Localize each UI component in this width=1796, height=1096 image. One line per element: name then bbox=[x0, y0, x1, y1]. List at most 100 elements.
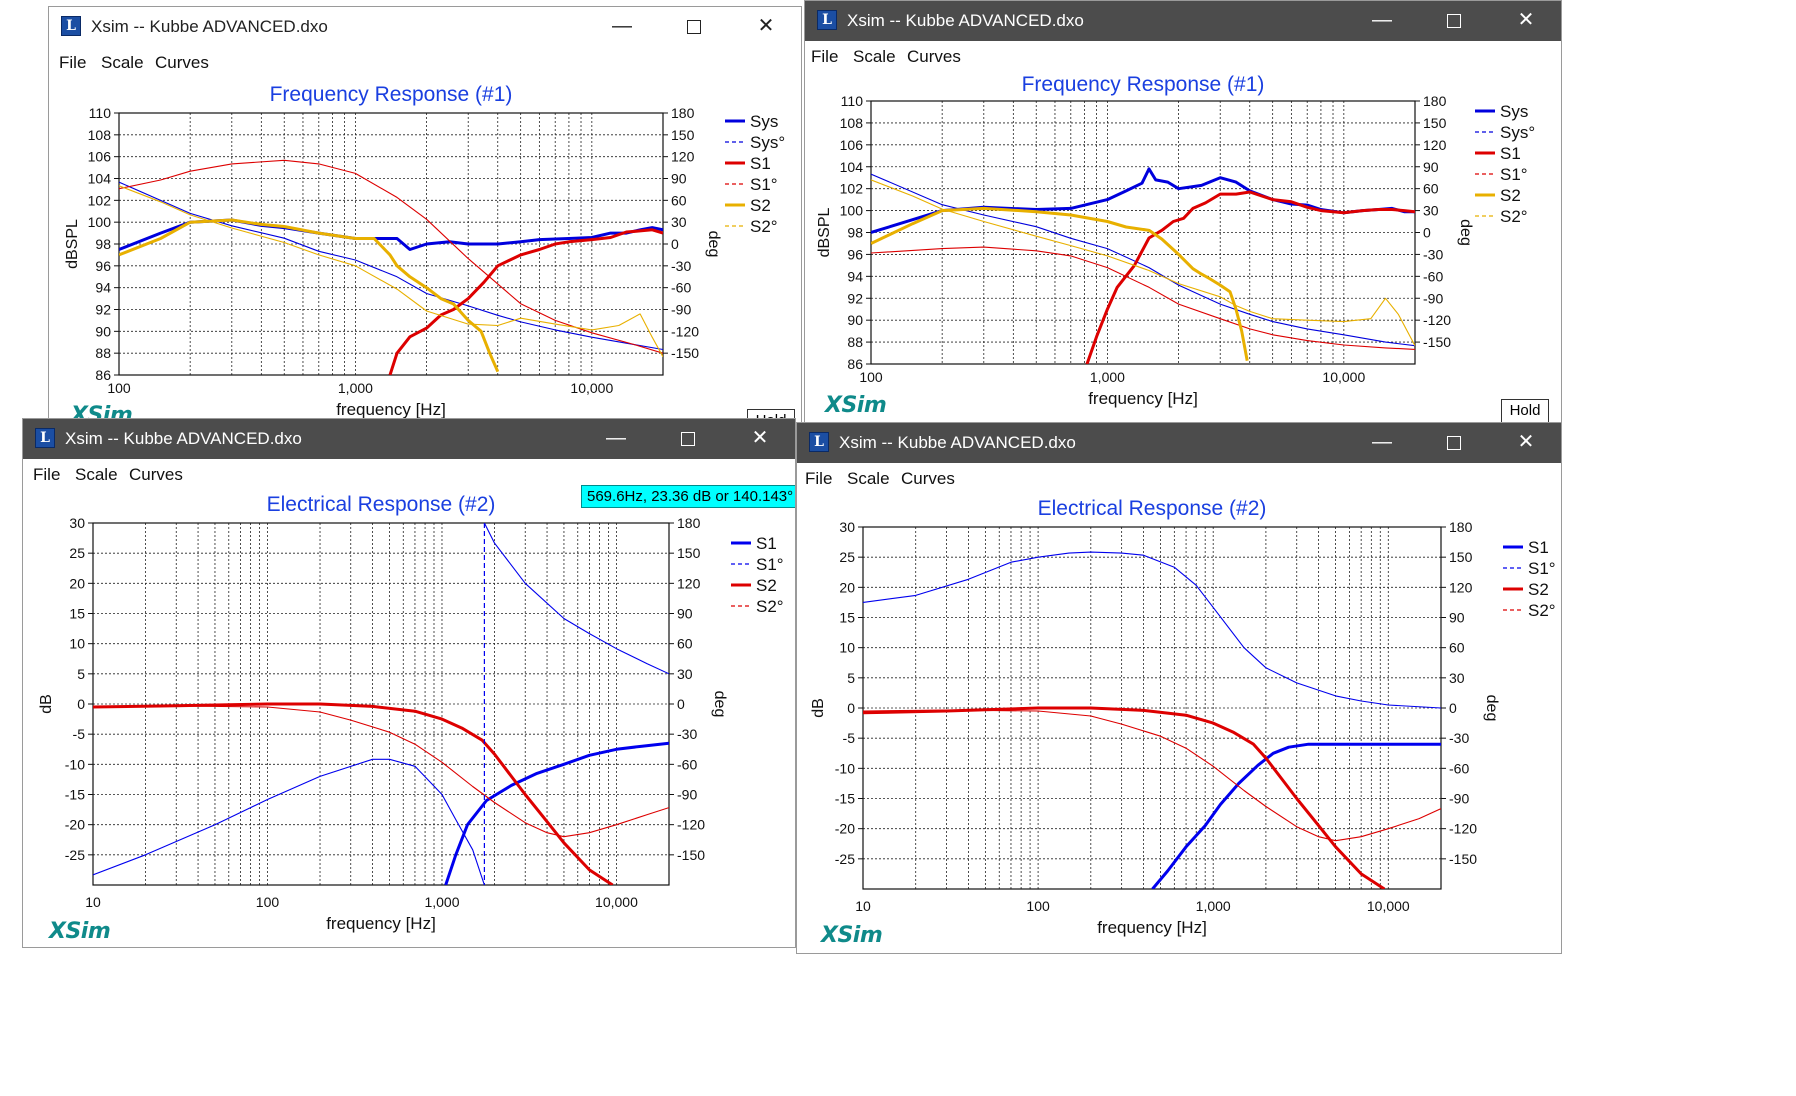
menu-curves[interactable]: Curves bbox=[155, 53, 209, 72]
y2-tick-label: 120 bbox=[677, 575, 701, 591]
close-button[interactable]: ✕ bbox=[737, 419, 783, 459]
legend-label: S1° bbox=[1500, 165, 1528, 184]
y-tick-label: 108 bbox=[88, 127, 112, 143]
maximize-button[interactable] bbox=[665, 419, 711, 459]
menu-file[interactable]: File bbox=[805, 469, 833, 488]
maximize-button[interactable] bbox=[1431, 423, 1477, 463]
legend-label: S2 bbox=[750, 196, 771, 215]
y-tick-label: 5 bbox=[77, 666, 85, 682]
electrical-response-chart[interactable]: Electrical Response (#2) -25 -20 -15 -10 -5 0 5… bbox=[23, 419, 796, 948]
title-bar[interactable]: L Xsim -- Kubbe ADVANCED.dxo — ✕ bbox=[23, 419, 795, 459]
maximize-button[interactable] bbox=[671, 7, 717, 47]
y-tick-label: 98 bbox=[847, 225, 863, 241]
y2-tick-label: 0 bbox=[1449, 700, 1457, 716]
menu-scale[interactable]: Scale bbox=[101, 53, 144, 72]
legend-label: S2° bbox=[756, 597, 784, 616]
y2-tick-label: 120 bbox=[671, 149, 695, 165]
y-axis-label: dBSPL bbox=[816, 207, 833, 257]
x-axis-label: frequency [Hz] bbox=[336, 400, 446, 419]
y2-tick-label: 60 bbox=[1423, 181, 1439, 197]
xsim-logo: XSim bbox=[825, 393, 887, 418]
close-icon: ✕ bbox=[1517, 9, 1535, 31]
y2-tick-label: 90 bbox=[1423, 159, 1439, 175]
y2-tick-label: -150 bbox=[677, 847, 705, 863]
menu-bar: File Scale Curves bbox=[805, 41, 1561, 71]
menu-curves[interactable]: Curves bbox=[907, 47, 961, 66]
menu-curves[interactable]: Curves bbox=[129, 465, 183, 484]
maximize-icon bbox=[1447, 13, 1461, 28]
close-button[interactable]: ✕ bbox=[743, 7, 789, 47]
frequency-response-chart[interactable]: Frequency Response (#1) 86 88 90 92 94 96 98 100… bbox=[49, 7, 802, 435]
y-tick-label: 100 bbox=[840, 203, 864, 219]
y-tick-label: 5 bbox=[847, 670, 855, 686]
cursor-readout-tooltip: 569.6Hz, 23.36 dB or 140.143° bbox=[581, 485, 795, 508]
title-bar[interactable]: L Xsim -- Kubbe ADVANCED.dxo — ✕ bbox=[797, 423, 1561, 463]
y2-tick-label: 150 bbox=[671, 127, 695, 143]
y2-tick-label: 150 bbox=[677, 545, 701, 561]
series-line-s1-phase bbox=[871, 246, 1415, 350]
y2-tick-label: 180 bbox=[1449, 519, 1473, 535]
y-tick-label: 88 bbox=[847, 334, 863, 350]
y2-tick-label: 0 bbox=[671, 236, 679, 252]
y2-axis-label: deg bbox=[1483, 695, 1500, 722]
window-frequency-response-1[interactable]: L Xsim -- Kubbe ADVANCED.dxo — ✕ File Sc… bbox=[48, 6, 802, 435]
menu-file[interactable]: File bbox=[811, 47, 839, 66]
legend: Sys Sys° S1 S1° S2 S2° bbox=[1475, 102, 1535, 226]
window-frequency-response-2[interactable]: L Xsim -- Kubbe ADVANCED.dxo — ✕ File Sc… bbox=[804, 0, 1562, 425]
close-button[interactable]: ✕ bbox=[1503, 423, 1549, 463]
close-button[interactable]: ✕ bbox=[1503, 1, 1549, 41]
minimize-button[interactable]: — bbox=[1359, 423, 1405, 463]
y-tick-label: -20 bbox=[65, 817, 85, 833]
y2-tick-label: 30 bbox=[677, 666, 693, 682]
menu-file[interactable]: File bbox=[33, 465, 61, 484]
y2-tick-label: 180 bbox=[671, 105, 695, 121]
maximize-button[interactable] bbox=[1431, 1, 1477, 41]
x-tick-label: 1,000 bbox=[1090, 369, 1125, 385]
y-tick-label: -25 bbox=[65, 847, 85, 863]
window-electrical-response-2[interactable]: L Xsim -- Kubbe ADVANCED.dxo — ✕ File Sc… bbox=[796, 422, 1562, 954]
x-tick-label: 1,000 bbox=[424, 894, 459, 910]
series-line-s1-phase bbox=[93, 523, 669, 885]
y-tick-label: -15 bbox=[835, 791, 855, 807]
y-axis-label: dB bbox=[810, 698, 827, 718]
y2-tick-label: -30 bbox=[677, 726, 697, 742]
minimize-button[interactable]: — bbox=[1359, 1, 1405, 41]
menu-file[interactable]: File bbox=[59, 53, 87, 72]
y-tick-label: 100 bbox=[88, 214, 112, 230]
chart-title: Electrical Response (#2) bbox=[1038, 497, 1267, 520]
series-line-sys-phase bbox=[119, 181, 663, 351]
y2-tick-label: 0 bbox=[677, 696, 685, 712]
y-tick-label: -5 bbox=[73, 726, 86, 742]
grid bbox=[118, 112, 664, 376]
y2-tick-label: 60 bbox=[677, 636, 693, 652]
hold-button[interactable]: Hold bbox=[1501, 399, 1549, 423]
grid bbox=[870, 100, 1416, 365]
minimize-button[interactable]: — bbox=[599, 7, 645, 47]
legend-label: S1 bbox=[756, 534, 777, 553]
series-line-s1 bbox=[444, 741, 669, 885]
menu-scale[interactable]: Scale bbox=[853, 47, 896, 66]
y2-tick-label: -90 bbox=[671, 302, 691, 318]
menu-curves[interactable]: Curves bbox=[901, 469, 955, 488]
title-bar[interactable]: L Xsim -- Kubbe ADVANCED.dxo — ✕ bbox=[805, 1, 1561, 41]
frequency-response-chart[interactable]: Frequency Response (#1) 86 88 90 92 94 96 98 100… bbox=[805, 1, 1562, 425]
menu-scale[interactable]: Scale bbox=[847, 469, 890, 488]
legend-label: S1° bbox=[1528, 559, 1556, 578]
y-tick-label: 94 bbox=[847, 268, 863, 284]
app-icon: L bbox=[809, 432, 829, 452]
y2-tick-label: 120 bbox=[1449, 579, 1473, 595]
window-electrical-response-1[interactable]: L Xsim -- Kubbe ADVANCED.dxo — ✕ File Sc… bbox=[22, 418, 796, 948]
menu-scale[interactable]: Scale bbox=[75, 465, 118, 484]
electrical-response-chart[interactable]: Electrical Response (#2) -25 -20 -15 -10 -5 0 5… bbox=[797, 423, 1562, 954]
y-tick-label: 94 bbox=[95, 280, 111, 296]
window-title: Xsim -- Kubbe ADVANCED.dxo bbox=[847, 11, 1084, 30]
title-bar[interactable]: L Xsim -- Kubbe ADVANCED.dxo — ✕ bbox=[49, 7, 801, 47]
y-tick-label: -5 bbox=[843, 730, 856, 746]
series-line-sys-phase bbox=[871, 173, 1415, 347]
y2-axis-label: deg bbox=[711, 691, 728, 718]
y-tick-label: -20 bbox=[835, 821, 855, 837]
y-tick-label: -10 bbox=[835, 760, 855, 776]
x-axis-label: frequency [Hz] bbox=[1088, 389, 1198, 408]
y-tick-label: -25 bbox=[835, 851, 855, 867]
minimize-button[interactable]: — bbox=[593, 419, 639, 459]
